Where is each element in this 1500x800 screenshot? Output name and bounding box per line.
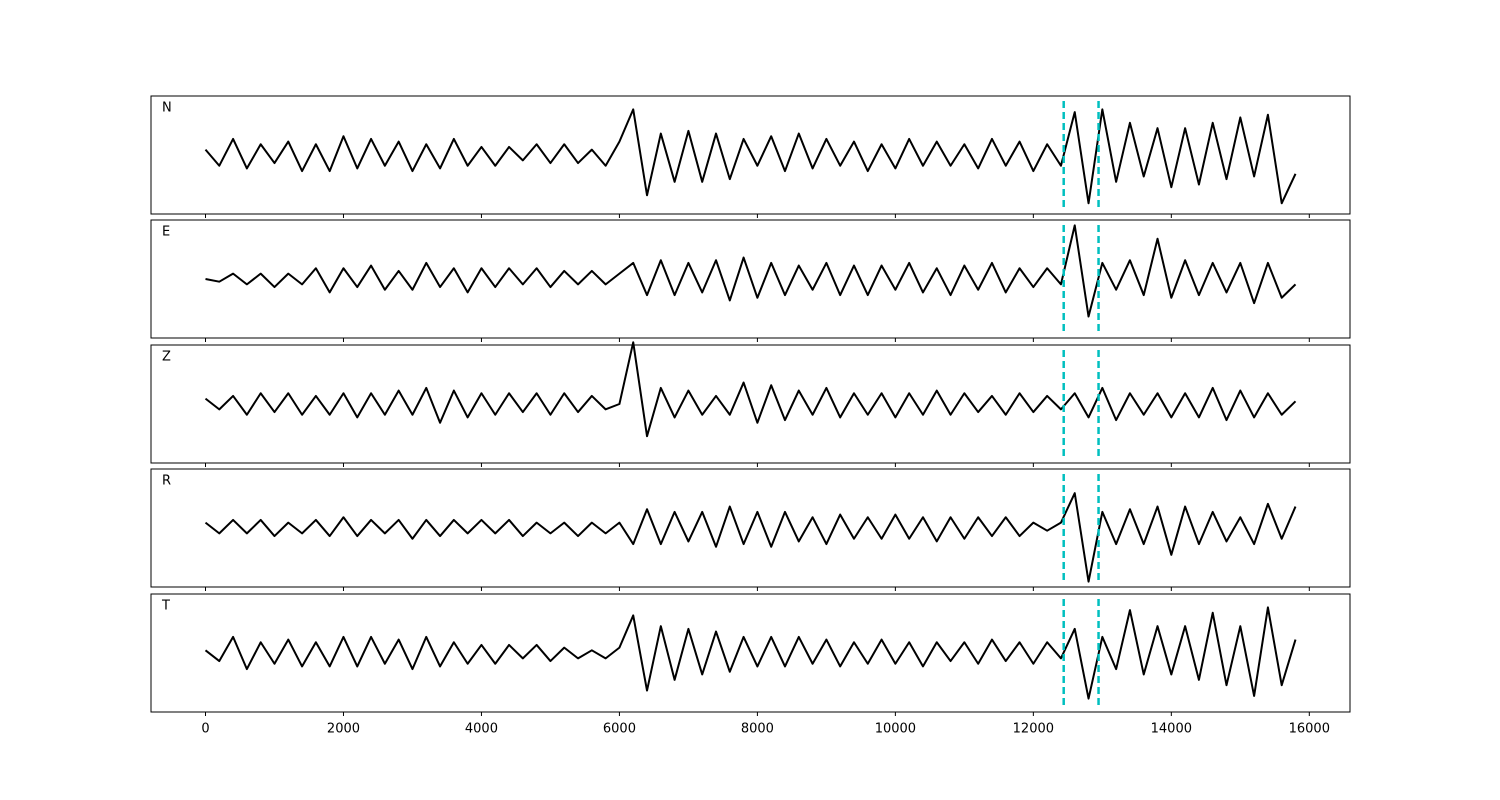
x-tick-label: 0	[201, 722, 209, 737]
x-tick-label: 6000	[603, 722, 636, 737]
panel-frame	[150, 468, 1351, 588]
panel-label: N	[162, 101, 172, 116]
panel-frame	[150, 344, 1351, 464]
trace	[205, 224, 1297, 318]
panel-frame	[150, 95, 1351, 215]
x-tick-label: 16000	[1289, 722, 1330, 737]
trace	[204, 606, 1297, 700]
trace	[204, 341, 1297, 438]
trace	[204, 108, 1297, 205]
panel-label: Z	[162, 350, 171, 365]
x-tick-label: 12000	[1013, 722, 1054, 737]
x-tick-label: 10000	[875, 722, 916, 737]
panel-label: E	[162, 225, 170, 240]
x-tick-label: 14000	[1151, 722, 1192, 737]
x-tick-label: 2000	[327, 722, 360, 737]
panel-frame	[150, 593, 1351, 713]
trace	[204, 492, 1297, 583]
x-tick-label: 4000	[465, 722, 498, 737]
panel-label: T	[161, 599, 170, 614]
panel-label: R	[162, 474, 171, 489]
x-tick-label: 8000	[741, 722, 774, 737]
panel-frame	[150, 219, 1351, 339]
